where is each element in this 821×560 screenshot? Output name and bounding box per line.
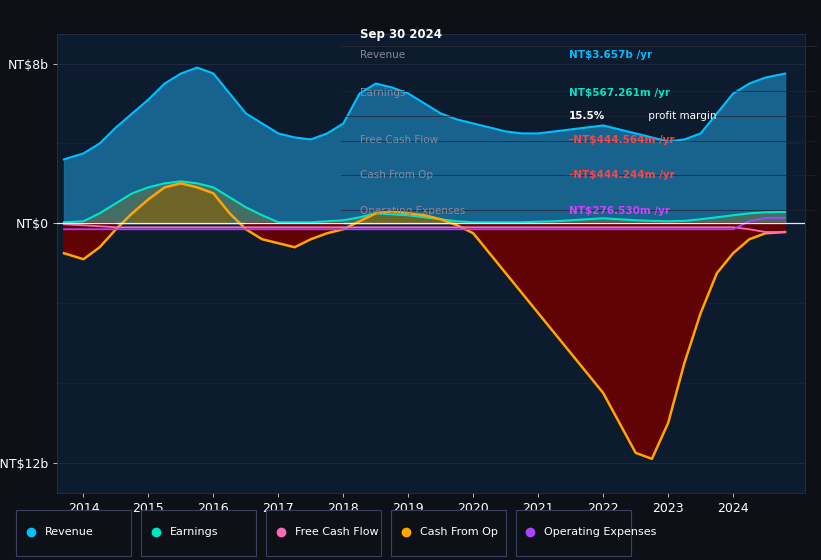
Text: NT$3.657b /yr: NT$3.657b /yr [569,50,653,60]
Text: 15.5%: 15.5% [569,111,606,121]
FancyBboxPatch shape [266,510,381,556]
Text: -NT$444.244m /yr: -NT$444.244m /yr [569,170,675,180]
Text: Revenue: Revenue [45,527,94,537]
Text: Cash From Op: Cash From Op [360,170,433,180]
Text: Revenue: Revenue [360,50,405,60]
FancyBboxPatch shape [516,510,631,556]
Text: Operating Expenses: Operating Expenses [544,527,657,537]
Text: Cash From Op: Cash From Op [420,527,498,537]
Text: Sep 30 2024: Sep 30 2024 [360,29,442,41]
FancyBboxPatch shape [391,510,506,556]
Text: NT$276.530m /yr: NT$276.530m /yr [569,206,670,216]
Text: profit margin: profit margin [645,111,717,121]
FancyBboxPatch shape [141,510,256,556]
FancyBboxPatch shape [16,510,131,556]
Text: -NT$444.564m /yr: -NT$444.564m /yr [569,136,675,146]
Text: Earnings: Earnings [360,88,406,97]
Text: NT$567.261m /yr: NT$567.261m /yr [569,88,670,97]
Text: Operating Expenses: Operating Expenses [360,206,465,216]
Text: Earnings: Earnings [170,527,218,537]
Text: Free Cash Flow: Free Cash Flow [295,527,378,537]
Text: Free Cash Flow: Free Cash Flow [360,136,438,146]
